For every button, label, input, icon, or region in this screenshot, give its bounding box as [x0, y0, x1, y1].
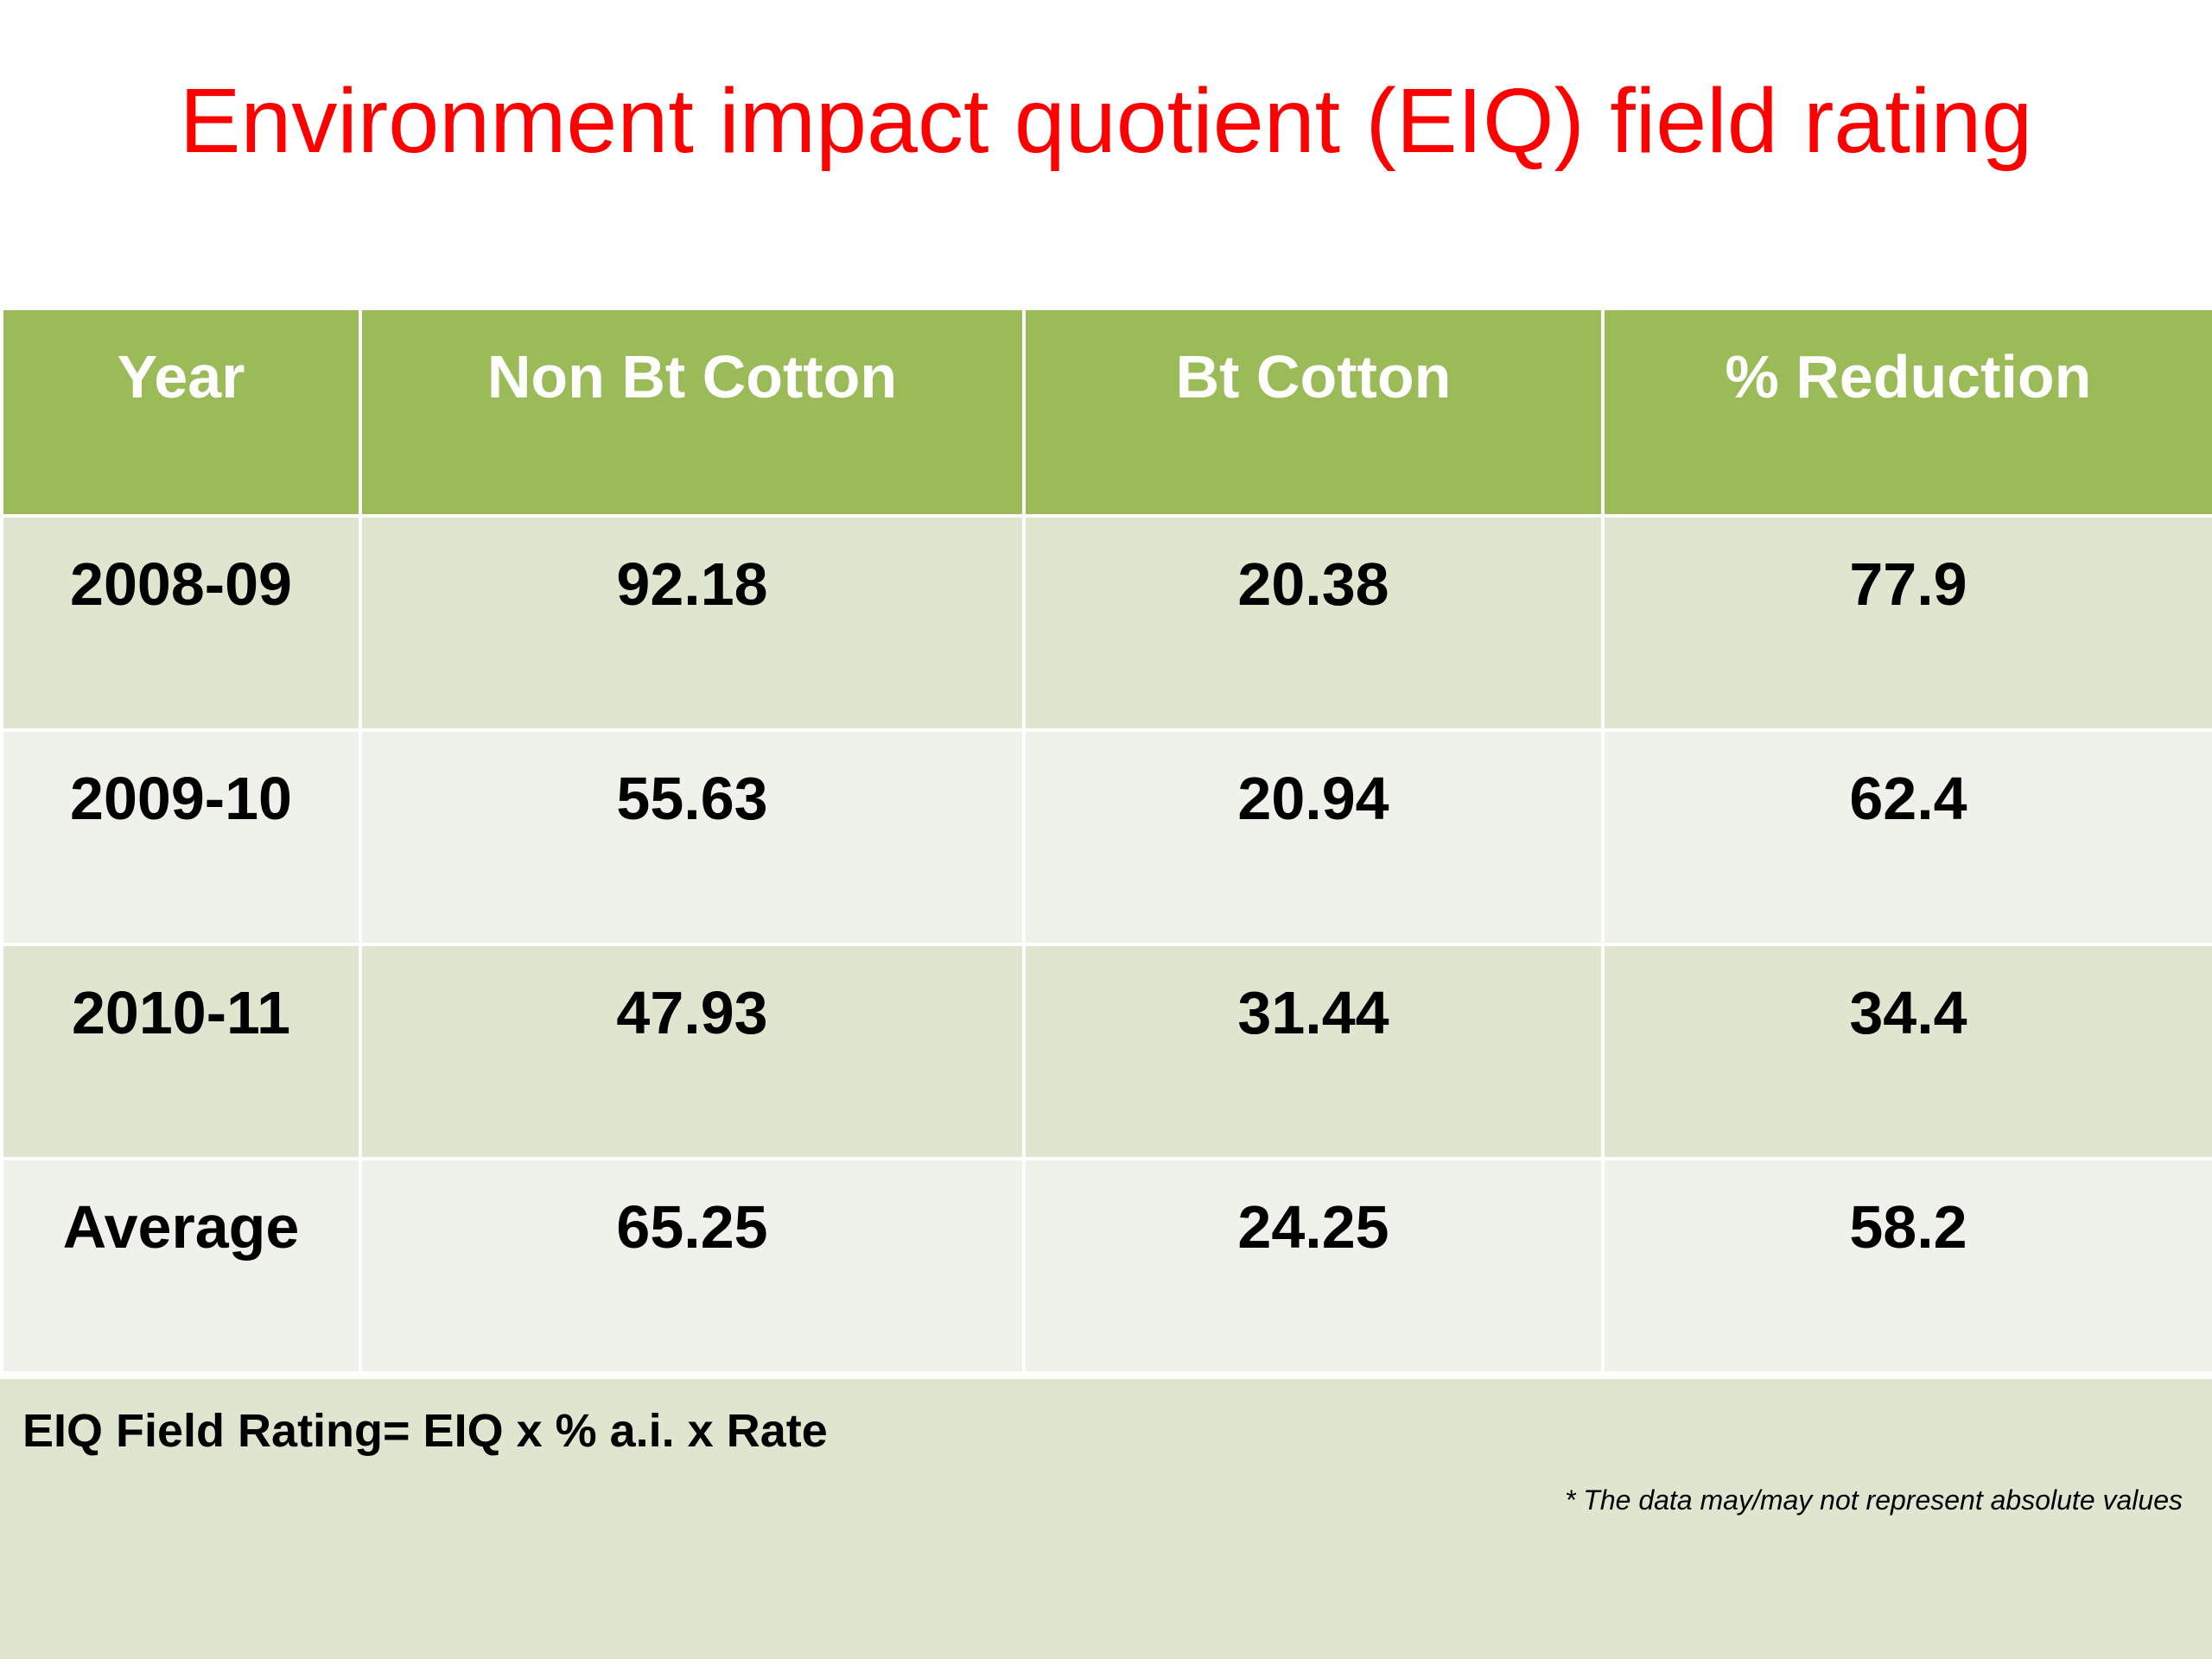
cell-non-bt-cotton: 47.93	[359, 943, 1026, 1160]
header-non-bt-cotton: Non Bt Cotton	[359, 307, 1026, 518]
cell-non-bt-cotton: 65.25	[359, 1157, 1026, 1375]
cell-non-bt-cotton: 55.63	[359, 728, 1026, 946]
table-row: 2008-09 92.18 20.38 77.9	[0, 514, 2212, 732]
table-header-row: Year Non Bt Cotton Bt Cotton % Reduction	[0, 307, 2212, 518]
header-year: Year	[0, 307, 362, 518]
cell-percent-reduction: 62.4	[1601, 728, 2212, 946]
table-row: 2010-11 47.93 31.44 34.4	[0, 943, 2212, 1160]
cell-percent-reduction: 34.4	[1601, 943, 2212, 1160]
table-row: Average 65.25 24.25 58.2	[0, 1157, 2212, 1375]
cell-percent-reduction: 58.2	[1601, 1157, 2212, 1375]
disclaimer-note: * The data may/may not represent absolut…	[1564, 1484, 2183, 1516]
cell-year: 2008-09	[0, 514, 362, 732]
eiq-table: Year Non Bt Cotton Bt Cotton % Reduction…	[0, 307, 2212, 1375]
cell-year: Average	[0, 1157, 362, 1375]
cell-bt-cotton: 20.94	[1022, 728, 1605, 946]
cell-non-bt-cotton: 92.18	[359, 514, 1026, 732]
cell-bt-cotton: 20.38	[1022, 514, 1605, 732]
slide-title: Environment impact quotient (EIQ) field …	[179, 70, 2033, 172]
cell-bt-cotton: 24.25	[1022, 1157, 1605, 1375]
table-row: 2009-10 55.63 20.94 62.4	[0, 728, 2212, 946]
cell-year: 2009-10	[0, 728, 362, 946]
cell-year: 2010-11	[0, 943, 362, 1160]
cell-bt-cotton: 31.44	[1022, 943, 1605, 1160]
eiq-formula: EIQ Field Rating= EIQ x % a.i. x Rate	[22, 1405, 828, 1457]
header-percent-reduction: % Reduction	[1601, 307, 2212, 518]
header-bt-cotton: Bt Cotton	[1022, 307, 1605, 518]
footer-note-area: EIQ Field Rating= EIQ x % a.i. x Rate * …	[0, 1376, 2212, 1659]
cell-percent-reduction: 77.9	[1601, 514, 2212, 732]
